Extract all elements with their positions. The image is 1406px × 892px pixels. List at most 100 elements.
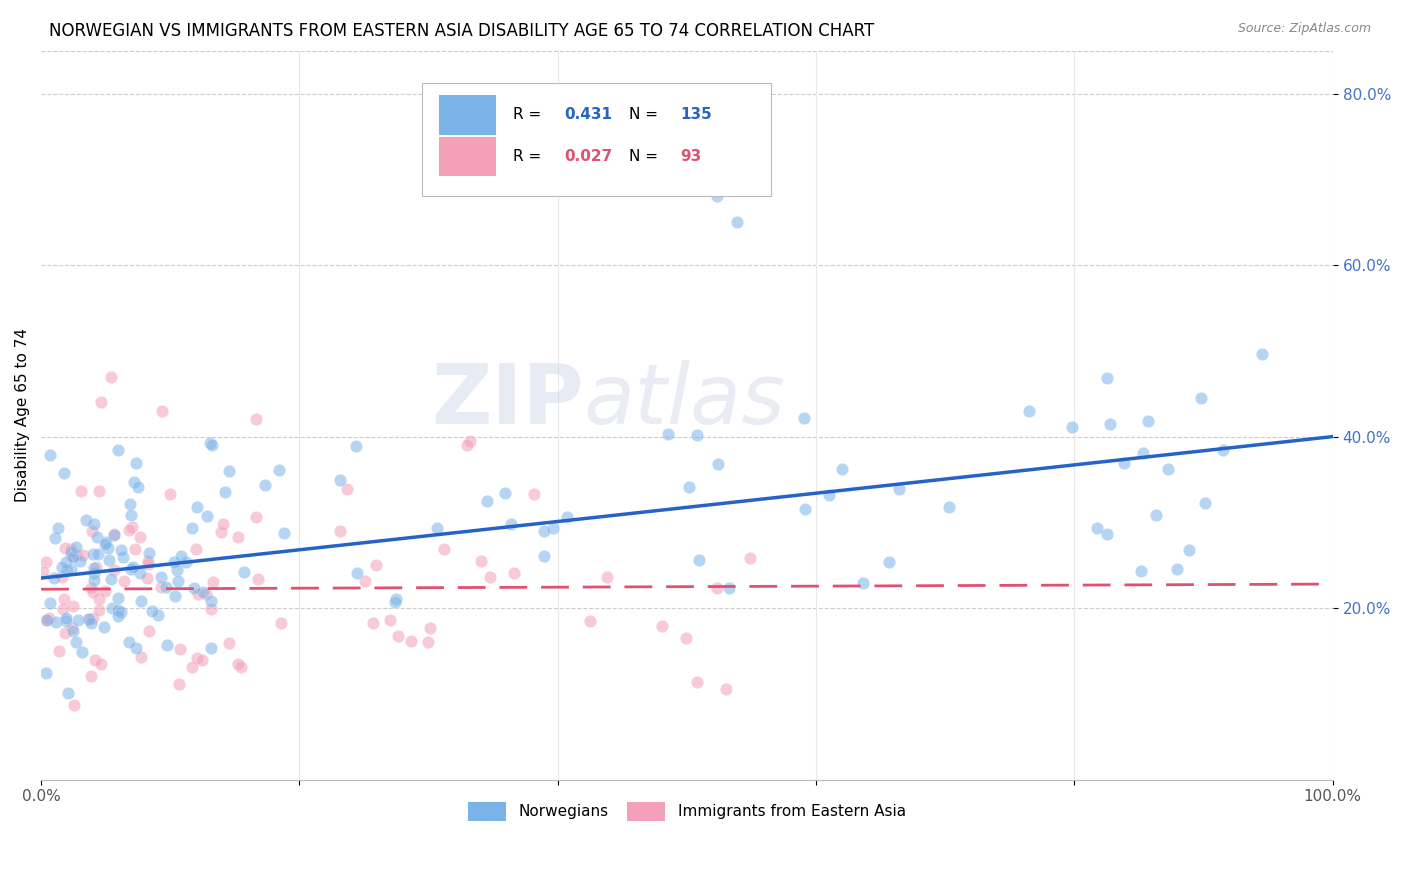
Text: N =: N = (628, 107, 662, 122)
Point (1137, 414, 1160, 428)
Point (1098, 417, 1121, 431)
Point (1194, 496, 1216, 510)
Point (55, 610, 77, 624)
FancyBboxPatch shape (422, 84, 770, 196)
Point (416, 635, 439, 649)
Point (818, 488, 841, 502)
Point (852, 576, 875, 591)
Text: 0.027: 0.027 (564, 149, 613, 164)
Point (626, 155, 648, 169)
Point (35, 613, 58, 627)
Point (55, 555, 77, 569)
Point (62, 698, 84, 713)
Point (75, 513, 97, 527)
Point (329, 524, 352, 538)
Point (77, 612, 100, 626)
Point (1130, 564, 1153, 578)
Point (523, 487, 546, 501)
Point (62, 624, 84, 638)
Point (166, 574, 188, 588)
Point (169, 642, 191, 657)
Point (120, 562, 142, 576)
Point (273, 525, 295, 540)
Point (90, 657, 112, 672)
Point (149, 580, 172, 594)
Point (118, 497, 141, 511)
Point (245, 412, 267, 426)
Point (187, 587, 209, 601)
Point (118, 635, 141, 649)
Point (32, 565, 55, 579)
Point (1189, 391, 1212, 405)
Point (65, 540, 87, 554)
Point (1062, 420, 1084, 434)
Point (80, 669, 103, 683)
Point (65, 635, 87, 649)
Point (380, 613, 402, 627)
Point (34, 666, 56, 681)
Point (110, 543, 132, 558)
Point (503, 566, 526, 580)
Point (218, 636, 240, 650)
Text: R =: R = (513, 149, 546, 164)
Point (725, 215, 748, 229)
Text: 135: 135 (681, 107, 713, 122)
Point (53, 625, 76, 640)
Point (426, 521, 449, 535)
Point (52, 592, 75, 607)
Point (1018, 404, 1040, 418)
Point (387, 629, 409, 643)
Point (82, 585, 104, 599)
Point (366, 558, 388, 573)
Point (201, 437, 224, 451)
Point (103, 563, 125, 577)
Point (79, 612, 101, 626)
Point (579, 614, 602, 628)
Point (675, 631, 697, 645)
Point (245, 510, 267, 524)
Point (69, 554, 91, 568)
Point (201, 575, 224, 590)
Text: NORWEGIAN VS IMMIGRANTS FROM EASTERN ASIA DISABILITY AGE 65 TO 74 CORRELATION CH: NORWEGIAN VS IMMIGRANTS FROM EASTERN ASI… (49, 22, 875, 40)
Point (138, 546, 160, 560)
Point (34, 555, 56, 569)
Point (82, 611, 104, 625)
Point (55, 615, 77, 629)
Point (87, 548, 110, 562)
Point (233, 565, 256, 579)
Point (190, 653, 212, 667)
Point (112, 574, 135, 588)
Point (124, 456, 146, 470)
Point (35, 613, 58, 627)
Point (470, 554, 492, 568)
Point (231, 660, 253, 674)
Point (136, 554, 159, 568)
FancyBboxPatch shape (439, 136, 496, 176)
Point (793, 502, 815, 516)
Point (86, 530, 108, 544)
Point (39, 448, 62, 462)
Point (107, 602, 129, 616)
Point (87, 603, 110, 617)
Point (62, 549, 84, 564)
Point (456, 438, 478, 452)
Point (353, 574, 375, 589)
Point (46, 520, 69, 534)
Point (52, 602, 75, 616)
Point (82, 547, 104, 561)
Point (121, 520, 143, 534)
Point (1144, 508, 1167, 522)
Point (149, 570, 172, 584)
Point (716, 682, 738, 697)
Point (38, 611, 60, 625)
Text: ZIP: ZIP (432, 360, 583, 441)
Point (706, 582, 728, 596)
Point (89, 592, 111, 607)
Point (688, 553, 710, 567)
Point (100, 572, 122, 586)
Point (39, 596, 62, 610)
Point (45, 615, 67, 629)
Point (58, 686, 80, 700)
Point (83, 561, 105, 575)
Point (44, 531, 66, 545)
